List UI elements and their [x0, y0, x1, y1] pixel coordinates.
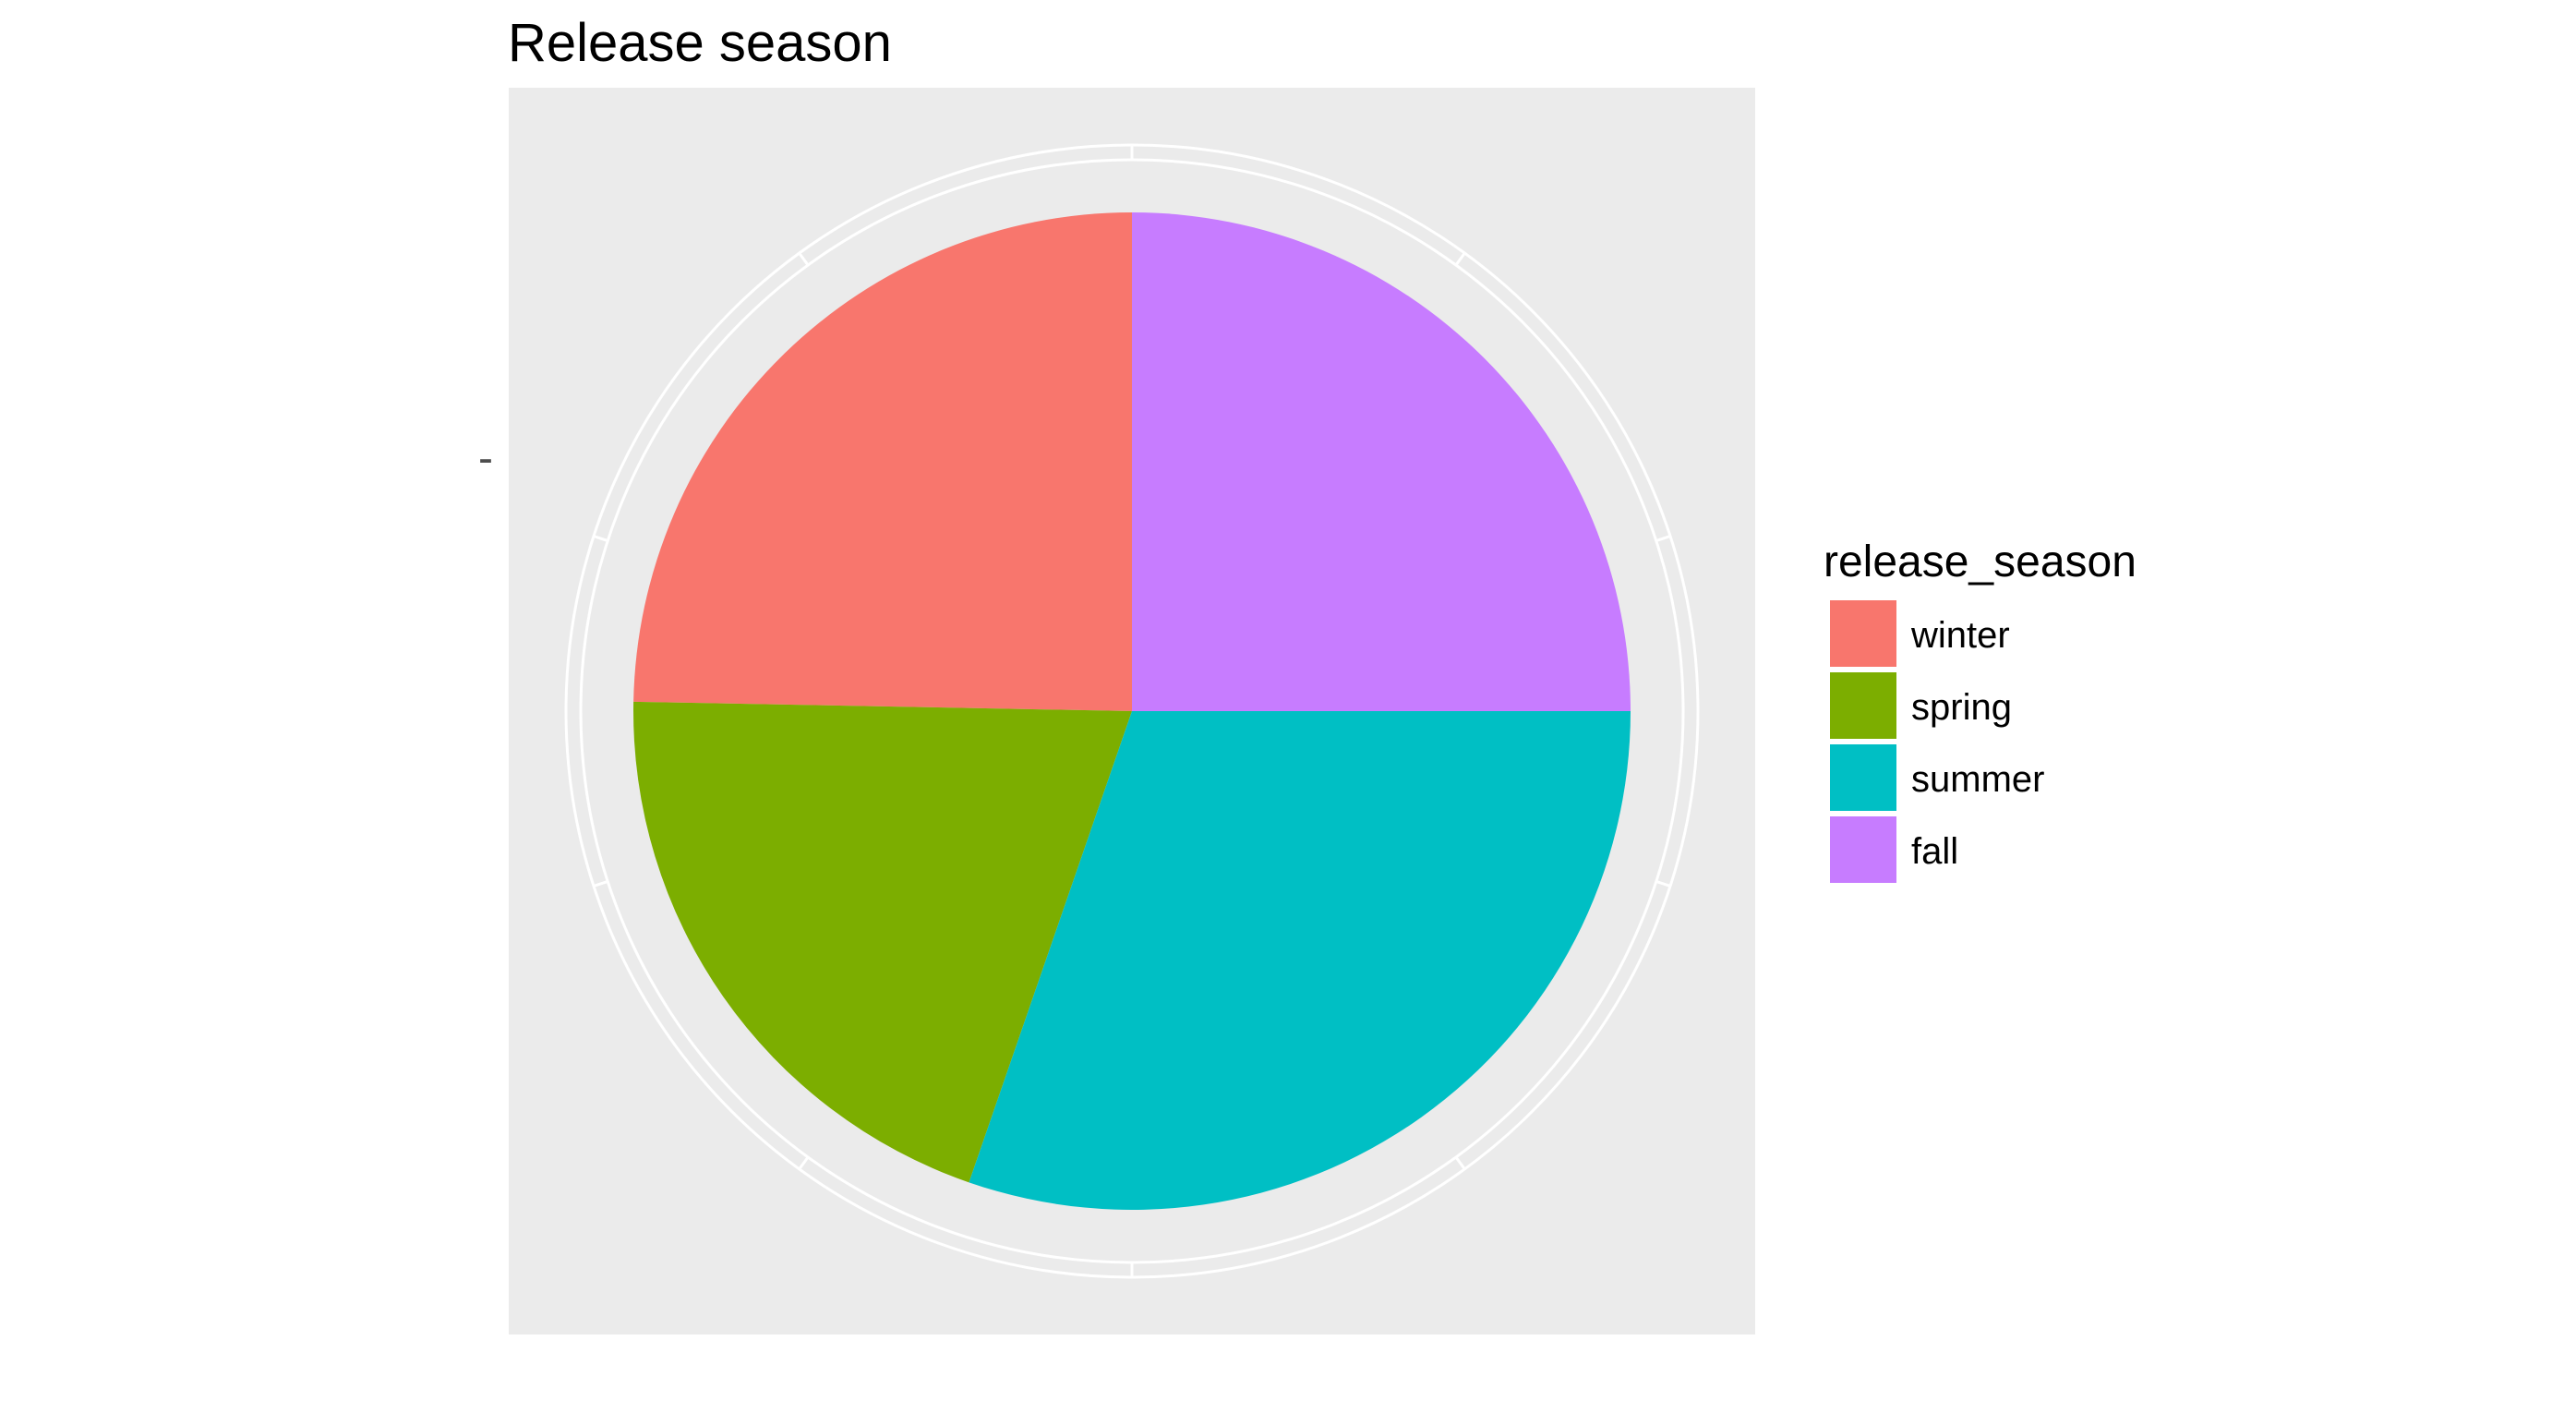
pie-slice-winter: [633, 212, 1132, 711]
legend-key-summer: [1830, 744, 1896, 811]
legend-key-winter: [1830, 600, 1896, 667]
grid-layer: [564, 143, 1700, 1279]
pie-slice-spring: [633, 701, 1132, 1183]
grid-tick-8: [593, 535, 608, 542]
chart-title: Release season: [508, 13, 892, 73]
grid-tick-4: [1454, 1156, 1466, 1170]
y-tick-label: -: [478, 434, 493, 483]
grid-tick-7: [593, 880, 608, 888]
pie-slice-summer: [969, 711, 1631, 1210]
grid-tick-2: [1655, 535, 1671, 542]
legend-key-fall: [1830, 816, 1896, 883]
grid-tick-1: [1454, 252, 1466, 266]
pie-slice-fall: [1132, 212, 1631, 711]
legend-label-winter: winter: [1910, 615, 2010, 656]
slice-layer: [633, 212, 1631, 1210]
legend-label-fall: fall: [1911, 831, 1958, 872]
legend: release_season winter spring summer fall: [1824, 537, 2137, 883]
grid-tick-6: [798, 1156, 810, 1170]
legend-key-spring: [1830, 672, 1896, 739]
legend-title: release_season: [1824, 537, 2137, 586]
grid-tick-3: [1655, 880, 1671, 888]
legend-items: winter spring summer fall: [1830, 600, 2044, 883]
legend-label-spring: spring: [1911, 687, 2012, 728]
grid-tick-9: [798, 252, 810, 266]
legend-label-summer: summer: [1911, 759, 2044, 800]
